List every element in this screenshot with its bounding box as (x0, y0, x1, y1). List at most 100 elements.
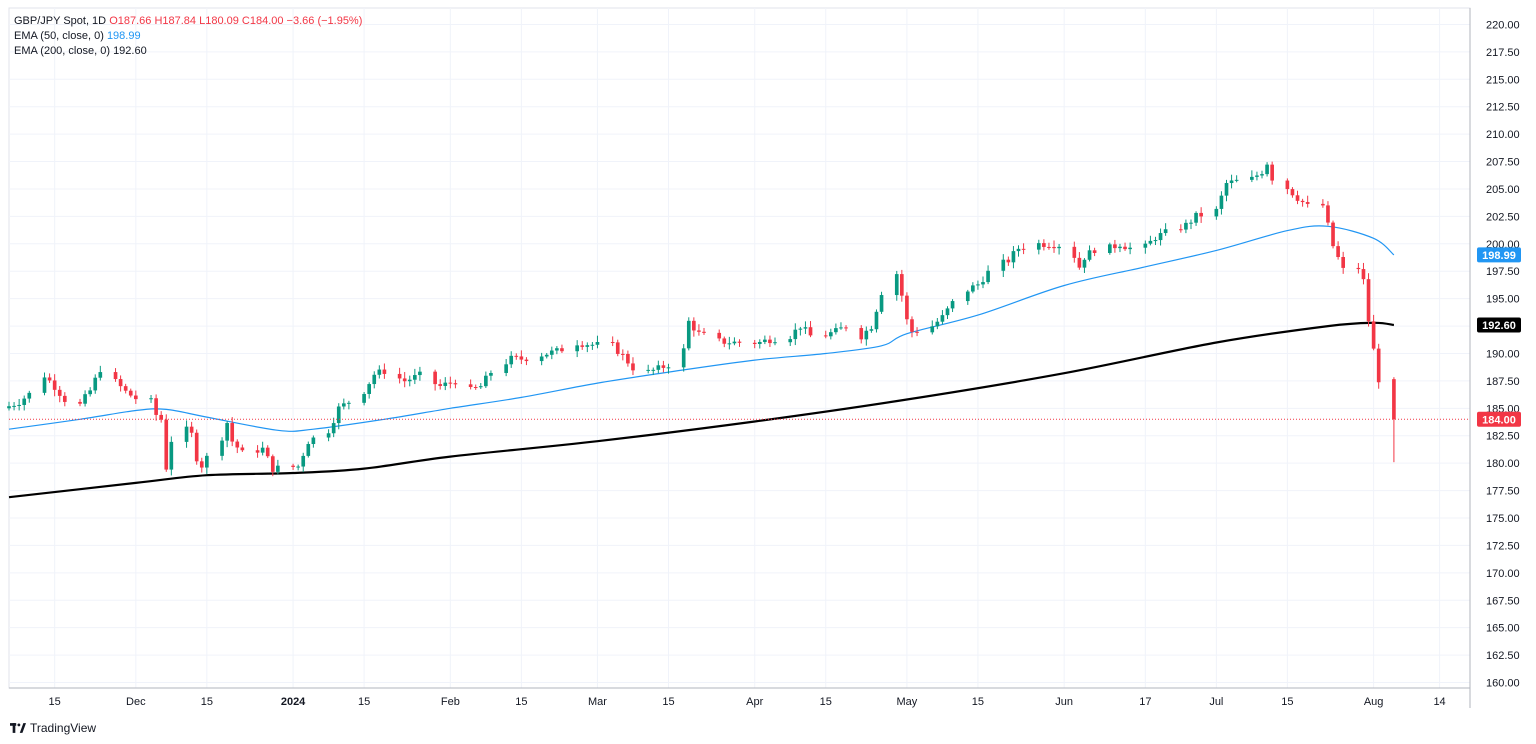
candle-body (575, 345, 579, 352)
candle-body (509, 355, 514, 365)
y-tick-label: 162.50 (1486, 650, 1520, 662)
x-tick-label: 15 (201, 696, 213, 708)
candle-body (326, 433, 331, 438)
candle-body (722, 338, 727, 344)
candle-body (1371, 321, 1376, 349)
y-tick-label: 175.00 (1486, 513, 1520, 525)
candle-body (260, 447, 265, 453)
candle-body (17, 404, 21, 406)
ema50-label: EMA (50, close, 0) (14, 30, 104, 42)
x-tick-label: 15 (358, 696, 370, 708)
candle-body (164, 419, 169, 470)
y-tick-label: 220.00 (1486, 19, 1520, 31)
candle-body (62, 395, 67, 402)
x-tick-label: 14 (1433, 696, 1445, 708)
candle-body (42, 377, 47, 393)
candle-body (331, 423, 336, 434)
candle-body (864, 330, 869, 340)
symbol-label: GBP/JPY Spot, 1D (14, 15, 107, 27)
y-tick-label: 197.50 (1486, 266, 1520, 278)
candle-body (514, 355, 519, 357)
candle-body (159, 414, 164, 420)
candle-body (971, 285, 975, 292)
candle-body (940, 315, 945, 322)
candle-body (83, 394, 87, 404)
y-tick-label: 207.50 (1486, 157, 1520, 169)
candle-body (519, 356, 524, 360)
x-tick-label: Feb (441, 696, 460, 708)
candle-body (235, 441, 240, 448)
candle-body (935, 321, 940, 327)
candle-body (336, 406, 341, 424)
candle-body (1356, 267, 1361, 270)
candle-body (301, 455, 306, 467)
y-tick-label: 177.50 (1486, 486, 1520, 498)
candle-body (894, 274, 899, 296)
candle-body (1047, 246, 1051, 248)
x-axis: 15 Dec 15 2024 15 Feb 15 Mar 15 Apr 15 May 15 Jun 17 Ju… (9, 687, 1470, 708)
y-tick-label: 167.50 (1486, 595, 1520, 607)
x-tick-label: Jun (1055, 696, 1073, 708)
x-tick-label: 17 (1139, 696, 1151, 708)
ohlc-values: O187.66 H187.84 L180.09 C184.00 −3.66 (−… (109, 15, 363, 27)
candle-body (93, 377, 98, 391)
x-tick-label: Jul (1209, 696, 1223, 708)
candle-body (184, 426, 189, 442)
candle-body (828, 332, 833, 337)
plot-frame (8, 7, 1471, 689)
candle-body (484, 375, 488, 387)
candle-body (727, 343, 732, 345)
candle-body (128, 390, 133, 396)
candle-body (757, 341, 762, 344)
candle-body (1148, 240, 1153, 244)
candle-body (1376, 348, 1381, 383)
candle-body (869, 329, 874, 331)
y-tick-label: 165.00 (1486, 623, 1520, 635)
x-tick-label: Dec (126, 696, 146, 708)
candle-body (686, 320, 691, 349)
candle-body (225, 423, 229, 441)
candle-body (1118, 246, 1122, 249)
candle-body (57, 389, 62, 396)
candle-body (1234, 179, 1239, 181)
candle-body (113, 372, 118, 380)
y-tick-label: 187.50 (1486, 376, 1520, 388)
candle-body (879, 295, 884, 312)
y-tick-label: 217.50 (1486, 47, 1520, 59)
legend-ema50-row: EMA (50, close, 0) 198.99 (14, 29, 362, 44)
chart-legend: GBP/JPY Spot, 1D O187.66 H187.84 L180.09… (14, 14, 362, 59)
candle-body (433, 371, 437, 385)
x-tick-label: May (897, 696, 918, 708)
candle-body (900, 274, 904, 296)
candle-body (1021, 248, 1026, 250)
tradingview-logo[interactable]: TradingView (10, 721, 96, 735)
candle-body (793, 329, 798, 340)
y-axis: 220.00 217.50 215.00 212.50 210.00 207.50 205.… (1469, 8, 1520, 708)
candle-body (1189, 222, 1193, 224)
candle-body (981, 282, 985, 285)
candle-body (478, 386, 483, 388)
candle-body (1326, 205, 1330, 223)
candle-body (580, 345, 585, 347)
candle-body (194, 432, 199, 462)
candle-body (930, 326, 935, 333)
candle-body (12, 405, 16, 407)
candle-body (549, 350, 554, 355)
candle-body (1123, 246, 1127, 250)
last-price-badge-bg (1477, 411, 1521, 427)
candle-body (169, 441, 174, 470)
candle-body (905, 295, 909, 320)
candle-body (1321, 203, 1325, 206)
candle-body (1052, 246, 1056, 249)
candle-body (397, 373, 402, 379)
candle-body (453, 383, 458, 385)
y-tick-label: 215.00 (1486, 74, 1520, 86)
candle-body (154, 398, 158, 415)
brand-label: TradingView (30, 721, 97, 735)
candle-body (661, 365, 666, 368)
candle-body (539, 356, 544, 362)
candle-body (823, 335, 828, 337)
candle-body (1295, 195, 1300, 201)
candle-body (1042, 243, 1046, 247)
candle-body (681, 348, 686, 368)
